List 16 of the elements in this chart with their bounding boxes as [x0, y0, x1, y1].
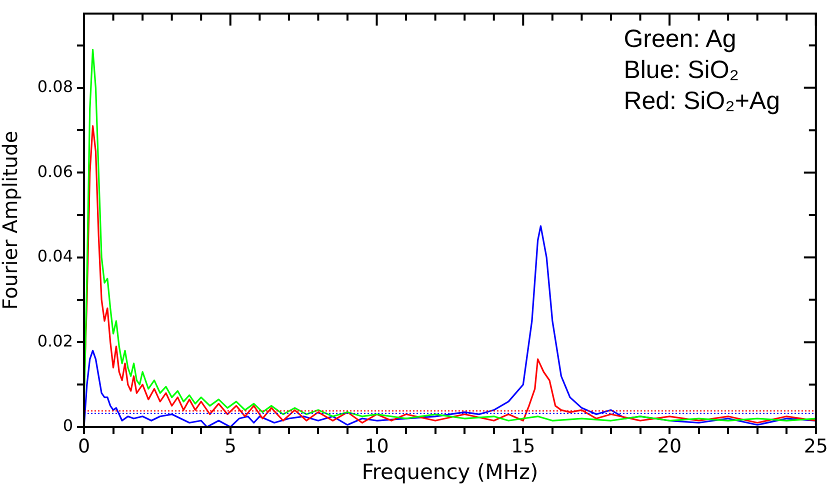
x-tick-label: 5 — [224, 435, 236, 458]
x-tick-label: 25 — [804, 435, 828, 458]
y-tick-label: 0.06 — [37, 162, 73, 181]
y-tick-label: 0 — [62, 416, 73, 436]
y-tick-label: 0.04 — [37, 246, 73, 266]
y-tick-label: 0.02 — [37, 331, 73, 350]
annotation: Green: Ag — [624, 24, 738, 55]
x-tick-label: 15 — [511, 435, 536, 458]
x-axis-title: Frequency (MHz) — [362, 460, 538, 484]
y-axis-title: Fourier Amplitude — [0, 130, 22, 310]
x-tick-label: 0 — [78, 435, 90, 458]
x-tick-label: 10 — [364, 435, 389, 458]
annotation: Red: SiO₂+Ag — [624, 86, 780, 117]
x-tick-label: 20 — [657, 435, 682, 458]
annotation: Blue: SiO₂ — [624, 55, 740, 86]
y-tick-label: 0.08 — [37, 76, 73, 96]
